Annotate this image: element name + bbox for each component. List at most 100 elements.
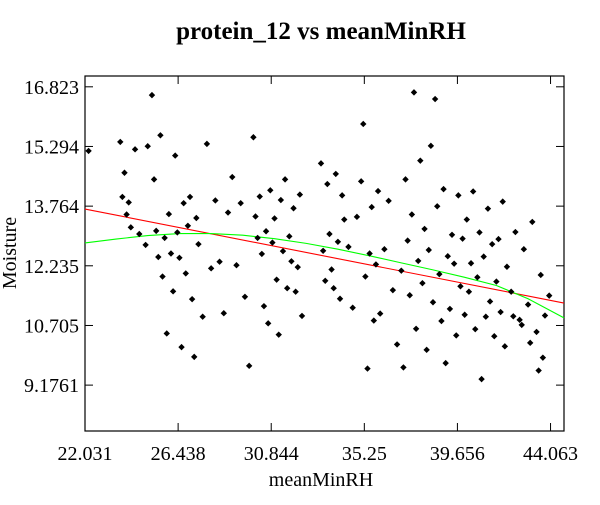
scatter-point (326, 230, 333, 238)
scatter-point (277, 196, 285, 204)
y-tick-label: 12.235 (24, 256, 79, 278)
scatter-point (465, 288, 473, 295)
scatter-point (512, 228, 519, 236)
scatter-point (341, 216, 348, 223)
scatter-point (467, 260, 475, 267)
scatter-point (507, 288, 515, 295)
scatter-point (319, 247, 327, 254)
scatter-point (353, 213, 361, 221)
scatter-point (510, 313, 517, 320)
scatter-point (245, 362, 253, 370)
scatter-point (330, 285, 337, 292)
linear-fit-line (84, 208, 565, 304)
scatter-point (410, 89, 418, 96)
scatter-point (374, 187, 382, 195)
scatter-point (254, 234, 261, 242)
scatter-point (368, 203, 375, 211)
scatter-point (349, 304, 356, 311)
scatter-point (193, 214, 200, 222)
scatter-point (294, 263, 301, 271)
scatter-point (431, 95, 439, 103)
scatter-point (332, 170, 339, 178)
scatter-point (448, 231, 456, 238)
scatter-point (296, 191, 304, 198)
scatter-point (267, 187, 274, 194)
scatter-point (459, 235, 466, 242)
scatter-point (207, 265, 215, 272)
scatter-point (520, 246, 528, 253)
scatter-point (345, 243, 352, 251)
scatter-point (446, 305, 454, 313)
scatter-point (176, 254, 183, 261)
scatter-point (376, 310, 384, 317)
scatter-point (455, 192, 462, 199)
scatter-point (182, 270, 189, 277)
scatter-point (442, 359, 449, 367)
scatter-point (472, 325, 479, 333)
scatter-point (366, 250, 373, 257)
scatter-point (541, 312, 549, 319)
scatter-point (191, 353, 198, 361)
scatter-point (150, 176, 158, 183)
scatter-point (486, 298, 494, 305)
scatter-point (529, 218, 536, 226)
scatter-point (404, 237, 411, 244)
scatter-point (290, 205, 297, 212)
scatter-points (85, 89, 553, 383)
scatter-point (188, 295, 196, 303)
scatter-point (229, 173, 236, 181)
scatter-point (283, 285, 291, 292)
scatter-point (180, 199, 187, 207)
scatter-point (524, 301, 532, 308)
scatter-point (546, 292, 553, 299)
scatter-point (482, 313, 490, 320)
scatter-point (178, 343, 185, 351)
scatter-point (491, 333, 498, 340)
scatter-point (288, 258, 295, 265)
scatter-point (429, 299, 437, 306)
scatter-point (539, 354, 547, 361)
scatter-point (440, 185, 447, 193)
scatter-point (412, 325, 420, 332)
scatter-point (142, 241, 149, 249)
x-tick-label: 22.031 (58, 443, 113, 465)
scatter-point (258, 250, 266, 258)
scatter-point (286, 233, 293, 240)
scatter-point (495, 235, 502, 243)
scatter-point (298, 312, 306, 320)
scatter-point (121, 169, 128, 176)
scatter-point (334, 238, 342, 245)
scatter-point (461, 311, 468, 318)
y-tick-label: 13.764 (24, 196, 79, 218)
scatter-point (484, 205, 492, 212)
chart-title: protein_12 vs meanMinRH (176, 18, 466, 45)
scatter-point (453, 332, 460, 339)
scatter-point (131, 146, 139, 153)
scatter-point (125, 199, 132, 206)
scatter-point (381, 246, 388, 253)
scatter-point (400, 364, 407, 371)
scatter-point (169, 288, 177, 295)
scatter-point (501, 343, 509, 350)
scatter-point (423, 346, 430, 354)
scatter-point (281, 176, 289, 183)
smooth-fit-line (84, 233, 565, 319)
x-axis-label: meanMinRH (269, 469, 373, 491)
scatter-point (224, 209, 232, 216)
scatter-point (406, 292, 413, 299)
scatter-point (328, 266, 335, 273)
y-tick-label: 10.705 (24, 315, 79, 337)
scatter-point (419, 279, 426, 287)
scatter-point (324, 180, 331, 188)
scatter-point (402, 176, 409, 183)
scatter-point (417, 157, 424, 164)
scatter-point (317, 160, 325, 167)
scatter-point (271, 215, 278, 222)
scatter-point (427, 142, 435, 150)
scatter-point (212, 197, 219, 204)
scatter-point (516, 316, 523, 324)
scatter-point (434, 203, 441, 210)
scatter-point (488, 240, 496, 248)
scatter-point (336, 295, 344, 302)
